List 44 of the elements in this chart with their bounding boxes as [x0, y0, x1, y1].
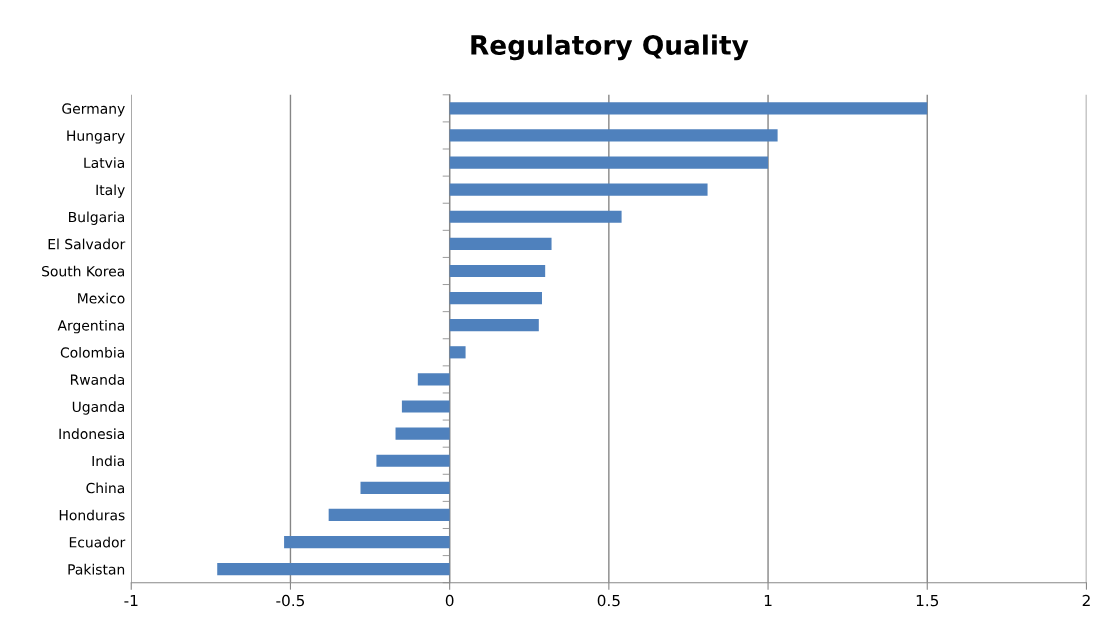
y-tick-label: Pakistan [68, 563, 125, 575]
x-tick-label: 2 [1082, 594, 1090, 607]
y-tick-label: Colombia [60, 347, 124, 358]
bar [449, 264, 546, 278]
y-tick-label: Rwanda [70, 374, 124, 385]
bar [376, 454, 450, 467]
x-tick-label: 0.5 [597, 594, 620, 607]
x-tick-label: 1 [764, 594, 772, 607]
x-tick-label: 0 [445, 594, 454, 607]
bar [449, 237, 552, 250]
bar [449, 210, 622, 223]
bar [401, 400, 450, 413]
bar [449, 102, 928, 115]
x-tick-label: -0.5 [276, 594, 305, 607]
bar [449, 156, 769, 169]
bar [449, 183, 708, 196]
bar [217, 563, 450, 576]
y-tick-label: Uganda [72, 401, 124, 415]
bar [449, 291, 542, 305]
y-tick-label: China [86, 482, 124, 494]
bar [449, 346, 466, 359]
y-tick-label: Latvia [84, 157, 124, 169]
bar [328, 508, 450, 522]
chart-title: Regulatory Quality [471, 34, 749, 61]
y-tick-label: Indonesia [59, 428, 124, 440]
y-tick-label: Argentina [57, 319, 124, 334]
bar [284, 535, 450, 549]
x-tick-label: 1.5 [916, 594, 939, 607]
y-tick-label: Italy [96, 184, 125, 198]
y-tick-label: Germany [62, 103, 125, 117]
y-tick-label: South Korea [42, 265, 124, 277]
bar [449, 129, 778, 142]
bar [417, 373, 450, 386]
y-tick-label: El Salvador [48, 238, 126, 250]
x-tick-label: -1 [124, 594, 138, 607]
bar [360, 481, 450, 494]
y-tick-label: India [92, 455, 124, 467]
y-tick-label: Hungary [67, 130, 125, 144]
y-tick-label: Mexico [78, 292, 125, 304]
bar [449, 319, 539, 332]
y-tick-label: Honduras [59, 509, 125, 521]
y-tick-label: Bulgaria [69, 211, 124, 225]
y-tick-label: Ecuador [69, 536, 126, 548]
bar [395, 427, 450, 440]
